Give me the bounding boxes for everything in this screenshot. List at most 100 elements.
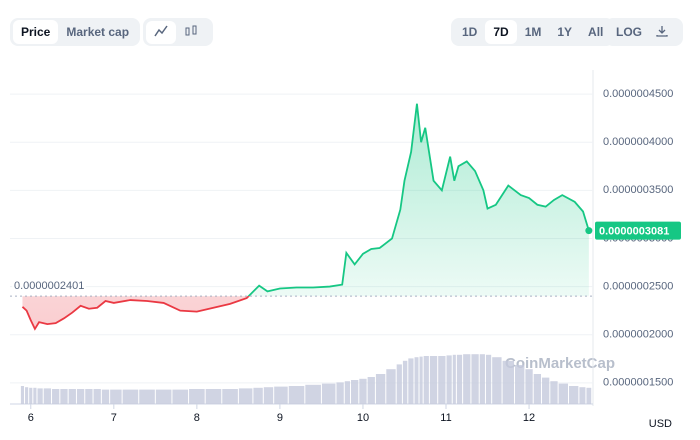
- volume-bar: [396, 364, 402, 404]
- y-tick-label: 0.0000003500: [603, 184, 673, 196]
- volume-bar: [586, 387, 592, 404]
- baseline-label-bg: [12, 279, 86, 294]
- volume-bar: [525, 369, 533, 404]
- volume-bar: [350, 380, 359, 404]
- volume-bar: [20, 386, 25, 404]
- y-tick-label: 0.0000002000: [603, 329, 673, 341]
- volume-bar: [402, 360, 408, 404]
- volume-bar: [359, 378, 367, 404]
- download-button[interactable]: [650, 22, 674, 43]
- volume-bar: [515, 365, 525, 404]
- volume-bar: [274, 386, 288, 404]
- volume-bar: [37, 388, 43, 404]
- last-price-label: 0.0000003081: [599, 226, 669, 238]
- watermark: CoinMarketCap: [505, 355, 615, 372]
- volume-bar: [438, 356, 446, 404]
- volume-bar: [101, 389, 110, 404]
- candle-style-button[interactable]: [176, 21, 206, 44]
- volume-bar: [155, 389, 172, 404]
- range-button[interactable]: 1Y: [557, 25, 573, 39]
- log-button[interactable]: LOG: [616, 25, 642, 39]
- tab-button[interactable]: Price: [13, 20, 59, 44]
- volume-bar: [263, 387, 274, 404]
- volume-bar: [336, 382, 344, 404]
- volume-bar: [222, 389, 238, 404]
- volume-bar: [29, 387, 33, 404]
- volume-bar: [550, 381, 558, 404]
- volume-bar: [238, 388, 253, 404]
- chart-style-group: [143, 18, 213, 46]
- y-tick-label: 0.0000004500: [603, 88, 673, 100]
- volume-bar: [110, 389, 122, 404]
- y-tick-label: 0.0000003000: [603, 232, 673, 244]
- volume-bar: [423, 356, 429, 404]
- price-area-up: [248, 103, 589, 297]
- range-button[interactable]: 1D: [462, 25, 478, 39]
- volume-bar: [344, 381, 350, 404]
- volume-bar: [288, 386, 305, 404]
- volume-bar: [172, 389, 189, 404]
- volume-bar: [492, 357, 502, 404]
- volume-bar: [408, 358, 414, 404]
- volume-bar: [463, 354, 471, 404]
- volume-bar: [542, 377, 550, 404]
- x-tick-label: 6: [28, 412, 34, 424]
- volume-bar: [60, 389, 68, 404]
- tab-button[interactable]: Market cap: [66, 25, 130, 39]
- range-button[interactable]: 1M: [524, 25, 542, 39]
- x-tick-label: 10: [357, 412, 369, 424]
- tab-group: Price Market cap: [10, 18, 141, 46]
- volume-bar: [68, 389, 76, 404]
- volume-bar: [419, 356, 423, 404]
- volume-bar: [93, 389, 101, 404]
- volume-bar: [456, 354, 463, 404]
- volume-bar: [367, 377, 375, 404]
- volume-bar: [85, 389, 93, 404]
- volume-bar: [122, 389, 139, 404]
- price-line-down: [21, 296, 250, 331]
- volume-bar: [43, 388, 52, 404]
- last-price-bg: [595, 221, 681, 240]
- y-tick-label: 0.0000002500: [603, 280, 673, 292]
- range-group: 1D 7D 1M 1Y All: [451, 18, 615, 46]
- volume-bar: [386, 369, 396, 404]
- volume-bar: [429, 356, 438, 404]
- volume-bar: [205, 389, 222, 404]
- volume-bar: [375, 374, 386, 404]
- line-style-button[interactable]: [146, 20, 176, 44]
- volume-bar: [33, 387, 37, 404]
- range-button[interactable]: 7D: [485, 20, 517, 44]
- x-tick-label: 12: [523, 412, 535, 424]
- volume-bar: [52, 389, 60, 404]
- price-area-down: [22, 296, 589, 329]
- volume-bar: [446, 355, 452, 404]
- baseline-label: 0.0000002401: [14, 280, 84, 292]
- volume-bar: [479, 354, 485, 404]
- volume-bar: [76, 389, 85, 404]
- x-tick-label: 11: [440, 412, 451, 424]
- volume-bar: [253, 387, 263, 404]
- y-tick-label: 0.0000001500: [603, 377, 673, 389]
- volume-bar: [25, 387, 29, 404]
- volume-bar: [533, 374, 542, 404]
- volume-bar: [579, 387, 586, 404]
- line-icon: [154, 25, 168, 36]
- y-tick-label: 0.0000004000: [603, 136, 673, 148]
- x-tick-label: 9: [277, 412, 283, 424]
- volume-bar: [485, 354, 492, 404]
- volume-bar: [471, 354, 479, 404]
- option-group: LOG: [605, 18, 683, 46]
- currency-label: USD: [649, 418, 672, 430]
- volume-bar: [321, 383, 336, 404]
- candle-icon: [185, 25, 197, 35]
- volume-bar: [502, 360, 515, 404]
- x-tick-label: 8: [194, 412, 200, 424]
- download-icon: [656, 25, 668, 37]
- price-line-up: [247, 103, 590, 297]
- volume-bar: [305, 384, 321, 404]
- range-button[interactable]: All: [588, 25, 604, 39]
- volume-bar: [414, 357, 419, 404]
- x-tick-label: 7: [111, 412, 117, 424]
